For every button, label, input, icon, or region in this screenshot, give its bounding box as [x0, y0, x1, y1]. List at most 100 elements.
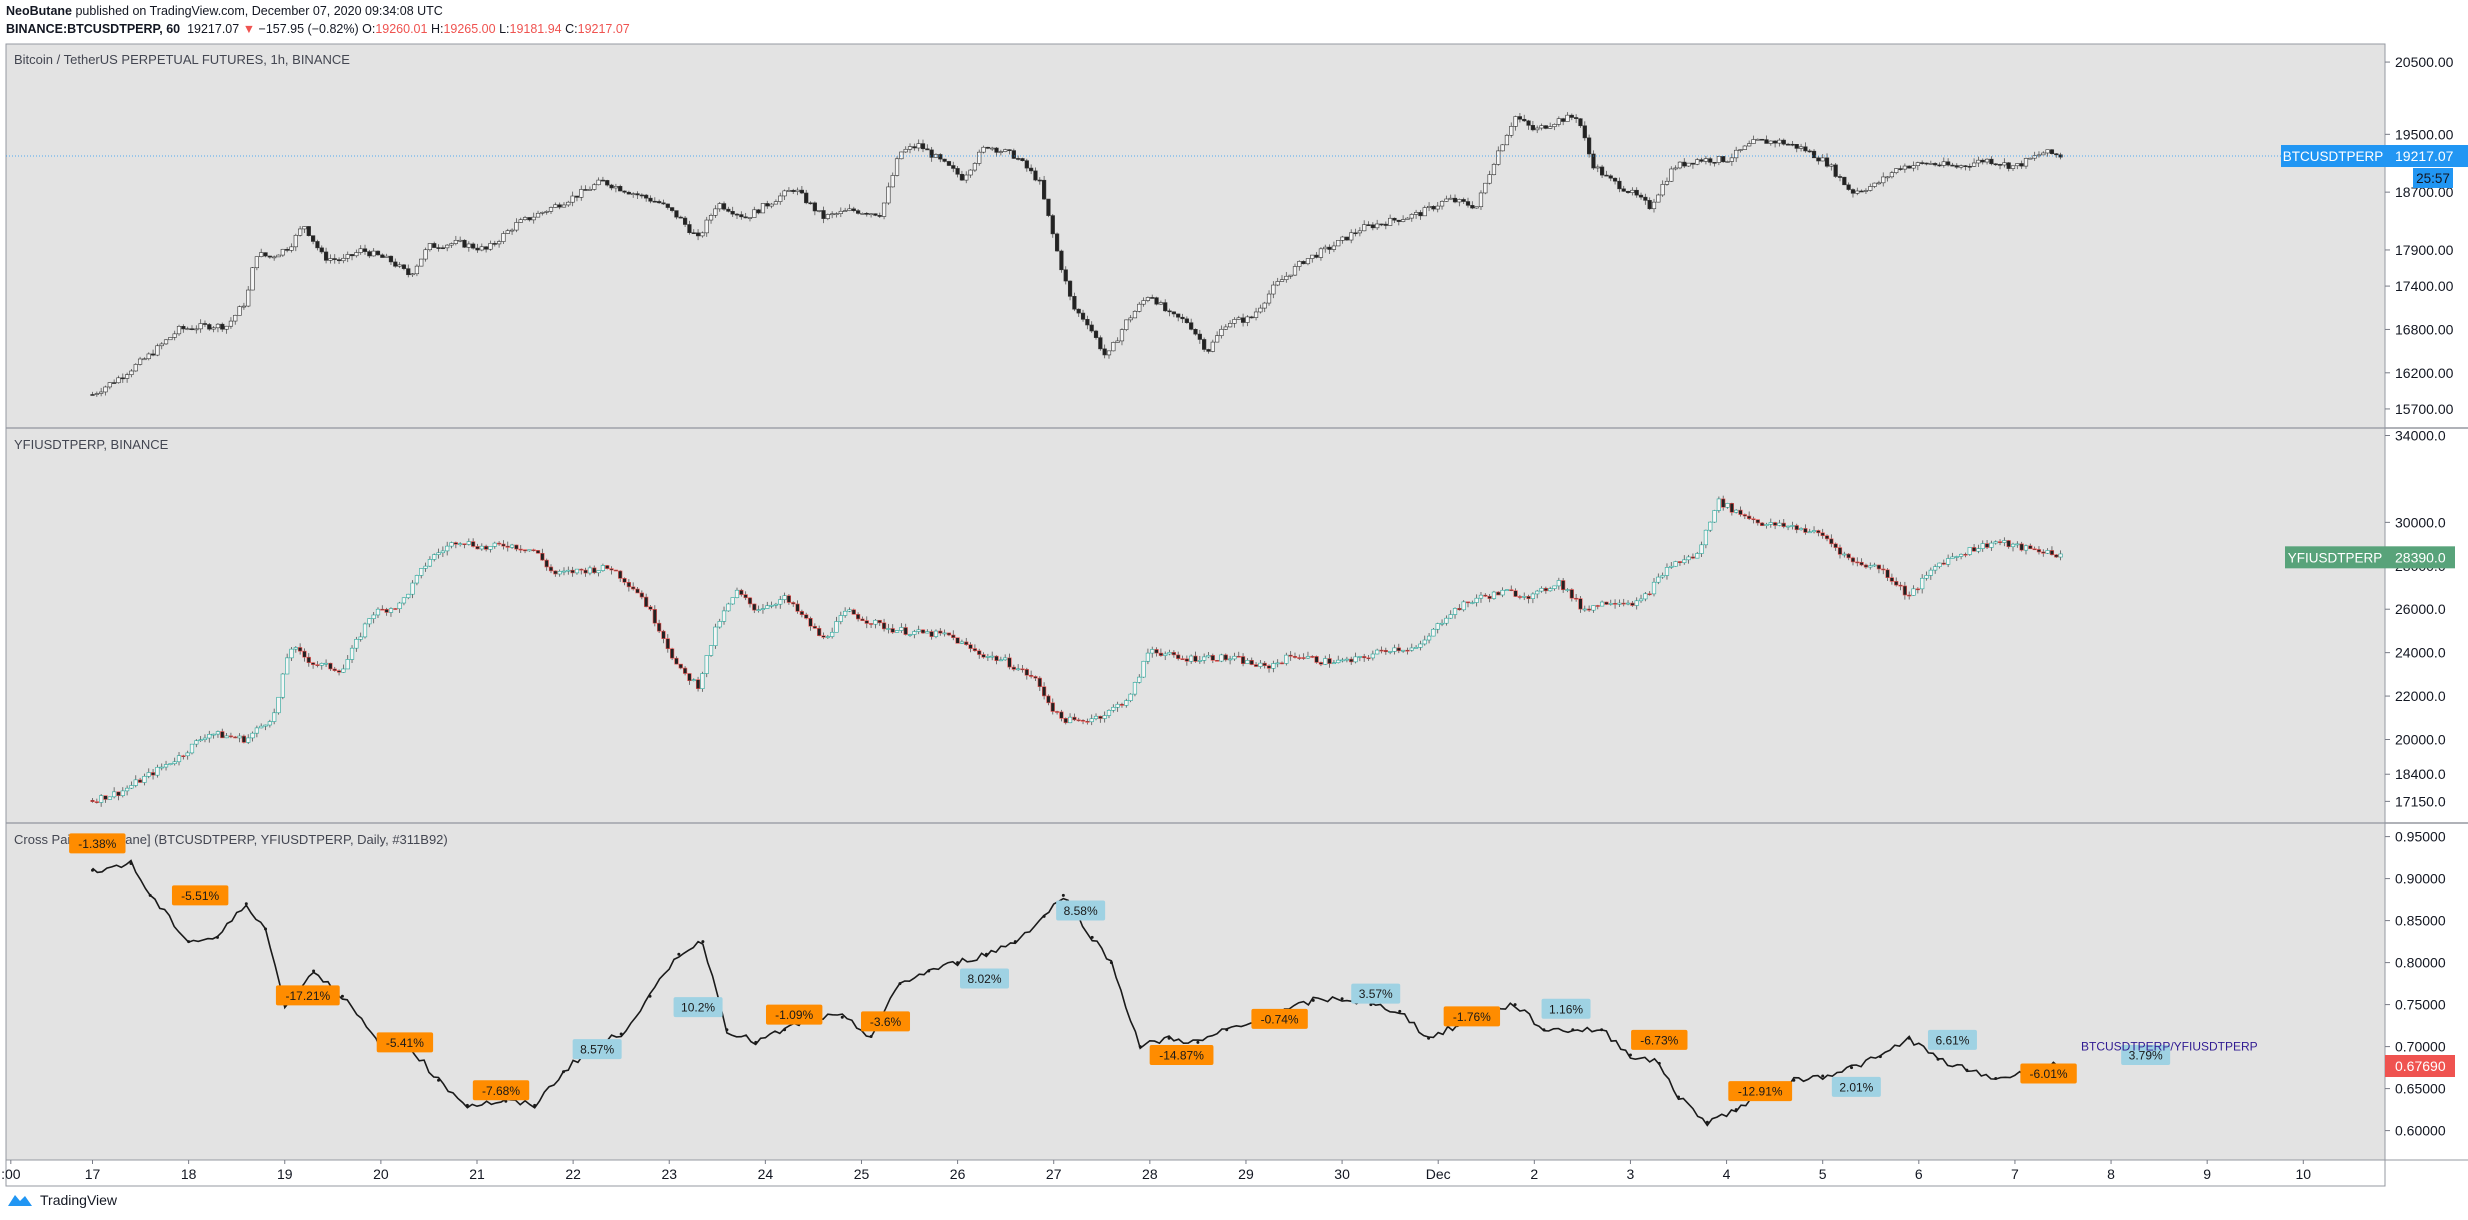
candle-body [561, 204, 567, 208]
last-price-tag[interactable] [2385, 546, 2455, 569]
candle-body [1210, 655, 1215, 661]
candle-body [1219, 654, 1224, 662]
candle-body [1327, 658, 1332, 664]
last-price-tag[interactable] [2385, 145, 2468, 168]
candle-body [1128, 693, 1133, 701]
candle-body [185, 328, 190, 330]
candle-body [1721, 498, 1726, 508]
candle-body [825, 636, 830, 638]
candle-body [380, 254, 385, 258]
candle-body [475, 546, 480, 550]
candle-body [311, 662, 316, 665]
panel-background-2[interactable] [6, 429, 2385, 822]
candle-body [349, 254, 355, 257]
candle-body [795, 603, 800, 612]
chart-area[interactable]: :00 17 18 19 20 21 22 23 24 25 26 27 28 29 30 Dec 2 3 4 5 6 7… [0, 0, 2468, 1190]
candle-body [1470, 205, 1475, 209]
candle-body [432, 243, 437, 248]
candle-body [1297, 657, 1302, 659]
candle-body [726, 208, 731, 212]
candle-body [1426, 206, 1432, 208]
candle-body [1794, 143, 1799, 149]
candle-body [1016, 158, 1021, 160]
candle-body [2015, 543, 2020, 546]
candle-body [90, 799, 95, 802]
candle-body [644, 194, 649, 199]
candle-body [150, 353, 156, 356]
candle-body [471, 243, 476, 249]
candle-body [557, 571, 562, 575]
candle-body [1846, 553, 1851, 559]
cross-pair-point [1821, 1074, 1825, 1078]
candle-body [1664, 180, 1670, 185]
candle-body [1362, 656, 1367, 659]
candle-body [821, 635, 826, 638]
candle-body [877, 215, 882, 217]
candle-body [843, 210, 848, 212]
panel-background-3[interactable] [6, 824, 2385, 1160]
candle-body [600, 179, 606, 182]
candle-body [2032, 548, 2037, 551]
candle-body [1734, 149, 1739, 159]
panel-2-plot[interactable] [90, 495, 2063, 807]
candle-body [1128, 317, 1133, 321]
candle-body [280, 248, 285, 256]
candle-body [285, 657, 290, 675]
cross-pair-point [1965, 1068, 1969, 1072]
candle-body [1729, 157, 1734, 162]
candle-body [1154, 649, 1159, 654]
cross-pair-point [1398, 1009, 1402, 1013]
candle-body [1327, 246, 1332, 250]
candle-body [1487, 595, 1492, 599]
candle-body [207, 324, 212, 330]
panel-1-plot[interactable] [90, 112, 2063, 397]
candle-body [1452, 608, 1458, 615]
footer-brand[interactable]: TradingView [40, 1192, 118, 1208]
candle-body [834, 621, 839, 633]
cross-pair-point [840, 1015, 844, 1019]
candle-body [488, 243, 493, 250]
candle-body [786, 595, 792, 603]
candle-body [1517, 596, 1523, 598]
candle-body [345, 659, 350, 670]
candle-body [1971, 547, 1977, 552]
candle-body [1552, 585, 1557, 589]
candle-body [1742, 514, 1747, 517]
candle-body [2049, 149, 2055, 154]
candle-body [211, 327, 216, 330]
candle-body [1266, 293, 1272, 304]
candle-body [220, 731, 225, 739]
candle-body [1863, 190, 1869, 192]
last-price-tag[interactable] [2385, 1055, 2455, 1078]
candle-body [194, 740, 199, 745]
candle-body [1197, 333, 1202, 340]
tradingview-logo-icon[interactable] [6, 1192, 34, 1208]
candle-body [1163, 653, 1168, 656]
candle-body [479, 545, 484, 550]
candle-body [1850, 557, 1856, 563]
candle-body [1777, 522, 1782, 526]
candle-body [1734, 509, 1739, 513]
pct-label-text: 8.58% [1064, 904, 1098, 918]
symbol-tag-box[interactable] [2285, 546, 2385, 569]
candle-body [436, 247, 441, 249]
candle-body [1240, 317, 1246, 323]
candle-body [501, 543, 506, 547]
price-axis-background[interactable] [2385, 44, 2468, 1186]
author-name[interactable]: NeoButane [6, 4, 72, 18]
candle-body [1171, 652, 1176, 656]
candle-body [773, 201, 779, 205]
price-axis-tick-label: 15700.00 [2395, 401, 2454, 417]
candle-body [968, 169, 973, 176]
candle-body [1344, 236, 1349, 241]
candle-body [466, 243, 471, 248]
candle-body [1301, 261, 1306, 265]
candle-body [860, 618, 865, 621]
time-axis-tick-label: 5 [1819, 1166, 1827, 1182]
panel-background-1[interactable] [6, 44, 2385, 427]
candle-body [1504, 134, 1510, 146]
cross-pair-point [1369, 1003, 1373, 1007]
symbol-tag-box[interactable] [2281, 145, 2385, 168]
candle-body [1288, 654, 1293, 657]
candle-body [1561, 580, 1566, 591]
